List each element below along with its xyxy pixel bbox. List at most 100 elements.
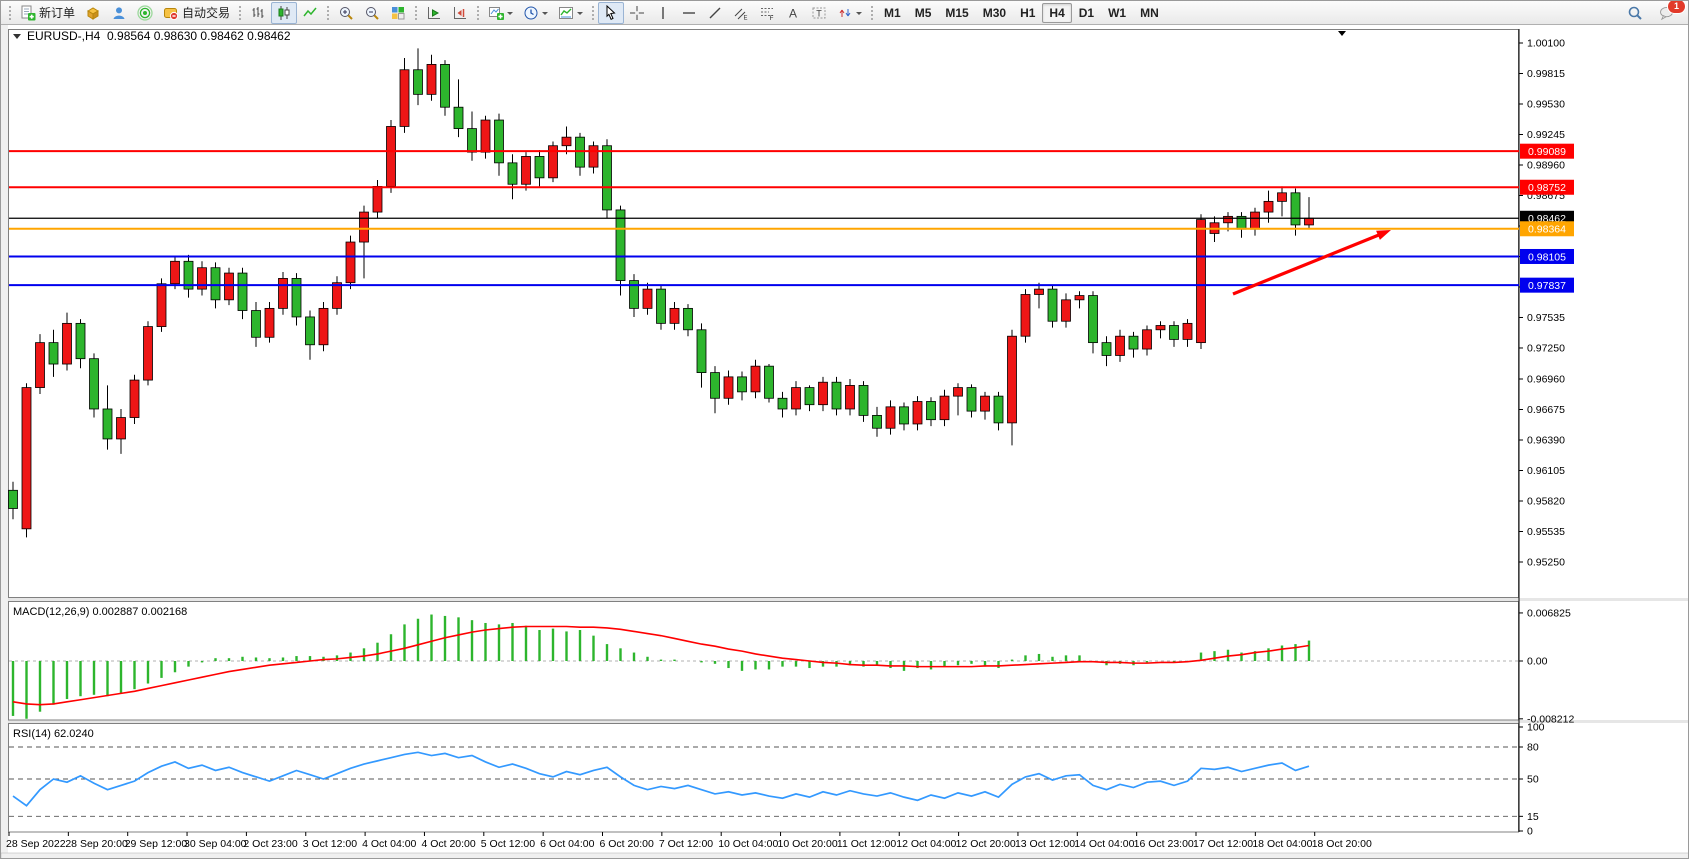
timeframe-mn[interactable]: MN: [1133, 3, 1166, 23]
timeframe-h4[interactable]: H4: [1042, 2, 1072, 23]
text-button[interactable]: A: [780, 2, 806, 24]
vertical-line-button[interactable]: [650, 2, 676, 24]
chevron-down-icon[interactable]: [856, 11, 863, 18]
price-badge-label: 0.99089: [1528, 146, 1566, 158]
new-order-button[interactable]: 新订单: [15, 2, 80, 24]
time-label: 10 Oct 20:00: [778, 838, 838, 850]
candle-body: [1115, 335, 1125, 356]
candle-body: [858, 385, 869, 416]
cursor-button[interactable]: [598, 1, 625, 24]
trendline-button[interactable]: [702, 2, 728, 24]
horizontal-line-button[interactable]: [676, 2, 702, 24]
candle-body: [426, 64, 437, 95]
time-label: 6 Oct 04:00: [540, 838, 594, 850]
line-chart-button[interactable]: [297, 2, 323, 24]
periods-button[interactable]: [518, 2, 553, 24]
candle-body: [953, 387, 963, 397]
autotrading-button-label: 自动交易: [182, 6, 231, 20]
candle-body: [642, 288, 653, 309]
macd-tick-label: 0.006825: [1527, 607, 1571, 619]
timeframe-m5[interactable]: M5: [908, 3, 939, 23]
candle-body: [291, 278, 302, 318]
rsi-pane[interactable]: [8, 723, 1519, 833]
candle-body: [1034, 288, 1044, 295]
candle-body: [939, 395, 950, 421]
svg-text:E: E: [744, 15, 748, 21]
chevron-down-icon[interactable]: [507, 11, 514, 18]
trend-arrow[interactable]: [1232, 233, 1381, 296]
time-label: 3 Oct 12:00: [303, 838, 357, 850]
templates-button[interactable]: [553, 2, 588, 24]
price-tick-label: 0.95535: [1527, 526, 1565, 538]
candle-body: [791, 387, 801, 410]
candle-body: [737, 376, 747, 393]
indicators-button[interactable]: [483, 2, 518, 24]
chart-shift-button[interactable]: [447, 2, 473, 24]
community-button[interactable]: [106, 2, 132, 24]
timeframe-m30[interactable]: M30: [976, 3, 1013, 23]
chevron-down-icon[interactable]: [542, 11, 549, 18]
chart-area[interactable]: 1.001000.998150.995300.992450.989600.986…: [1, 25, 1689, 859]
candlestick-icon: [276, 5, 292, 21]
text-label-button[interactable]: T: [806, 2, 832, 24]
arrows-button[interactable]: [832, 2, 867, 24]
time-label: 2 Oct 23:00: [243, 838, 297, 850]
search-button[interactable]: [1622, 2, 1648, 24]
crosshair-button[interactable]: [624, 2, 650, 24]
rsi-tick-label: 100: [1527, 722, 1545, 734]
candle-body: [251, 310, 261, 338]
price-badge: [1520, 221, 1574, 237]
candle-body: [278, 278, 288, 309]
templates-icon: [558, 5, 574, 21]
chart-collapse-icon[interactable]: [13, 34, 21, 39]
timeframe-mn-label: MN: [1140, 5, 1159, 20]
main-pane[interactable]: [8, 29, 1519, 598]
rsi-tick-label: 0: [1527, 826, 1533, 838]
candle-body: [1182, 322, 1193, 340]
toolbar: 新订单 自动交易 E F A T M1 M5 M15 M30 H1 H4 D1 W1 MN 1: [1, 1, 1688, 25]
timeframe-w1[interactable]: W1: [1101, 3, 1133, 23]
timeframe-h1[interactable]: H1: [1013, 3, 1042, 23]
line-chart-icon: [302, 5, 318, 21]
macd-pane[interactable]: [8, 601, 1519, 721]
candle-body: [926, 401, 936, 421]
window-left-gutter: [1, 25, 8, 858]
timeframe-m1[interactable]: M1: [877, 3, 908, 23]
timeframe-m15[interactable]: M15: [938, 3, 975, 23]
candle-body: [62, 322, 72, 365]
bar-chart-button[interactable]: [245, 2, 271, 24]
candle-body: [615, 209, 626, 281]
macd-signal-line: [12, 625, 1310, 706]
notifications-button[interactable]: 1: [1654, 1, 1686, 24]
candle-body: [696, 329, 707, 373]
zoom-out-button[interactable]: [359, 2, 385, 24]
signals-button[interactable]: [132, 2, 158, 24]
chart-title: EURUSD-,H4 0.98564 0.98630 0.98462 0.984…: [27, 29, 291, 43]
price-badge-label: 0.98752: [1528, 182, 1566, 194]
time-label: 28 Sep 20:00: [65, 838, 128, 850]
equidistant-channel-button[interactable]: E: [728, 2, 754, 24]
price-tick-label: 0.97535: [1527, 312, 1565, 324]
candle-body: [710, 372, 720, 399]
candle-body: [521, 156, 531, 185]
auto-scroll-button[interactable]: [421, 2, 447, 24]
tile-windows-button[interactable]: [385, 2, 411, 24]
time-label: 5 Oct 12:00: [481, 838, 535, 850]
timeframe-h1-label: H1: [1020, 5, 1036, 20]
timeframe-m1-label: M1: [884, 5, 901, 20]
market-depth-button[interactable]: [80, 2, 106, 24]
fibonacci-button[interactable]: F: [754, 2, 780, 24]
timeframe-d1[interactable]: D1: [1072, 3, 1101, 23]
macd-tick-label: -0.008212: [1527, 713, 1574, 725]
candle-body: [1020, 294, 1031, 337]
candle-body: [305, 316, 315, 346]
autotrading-button[interactable]: 自动交易: [158, 2, 235, 24]
chevron-down-icon[interactable]: [577, 11, 584, 18]
community-icon: [111, 5, 127, 21]
pane-splitter[interactable]: [8, 720, 1689, 723]
pane-splitter[interactable]: [8, 598, 1689, 601]
zoom-in-button[interactable]: [333, 2, 359, 24]
candle-body: [561, 136, 572, 147]
time-label: 17 Oct 12:00: [1193, 838, 1253, 850]
candlestick-chart-button[interactable]: [271, 1, 298, 24]
